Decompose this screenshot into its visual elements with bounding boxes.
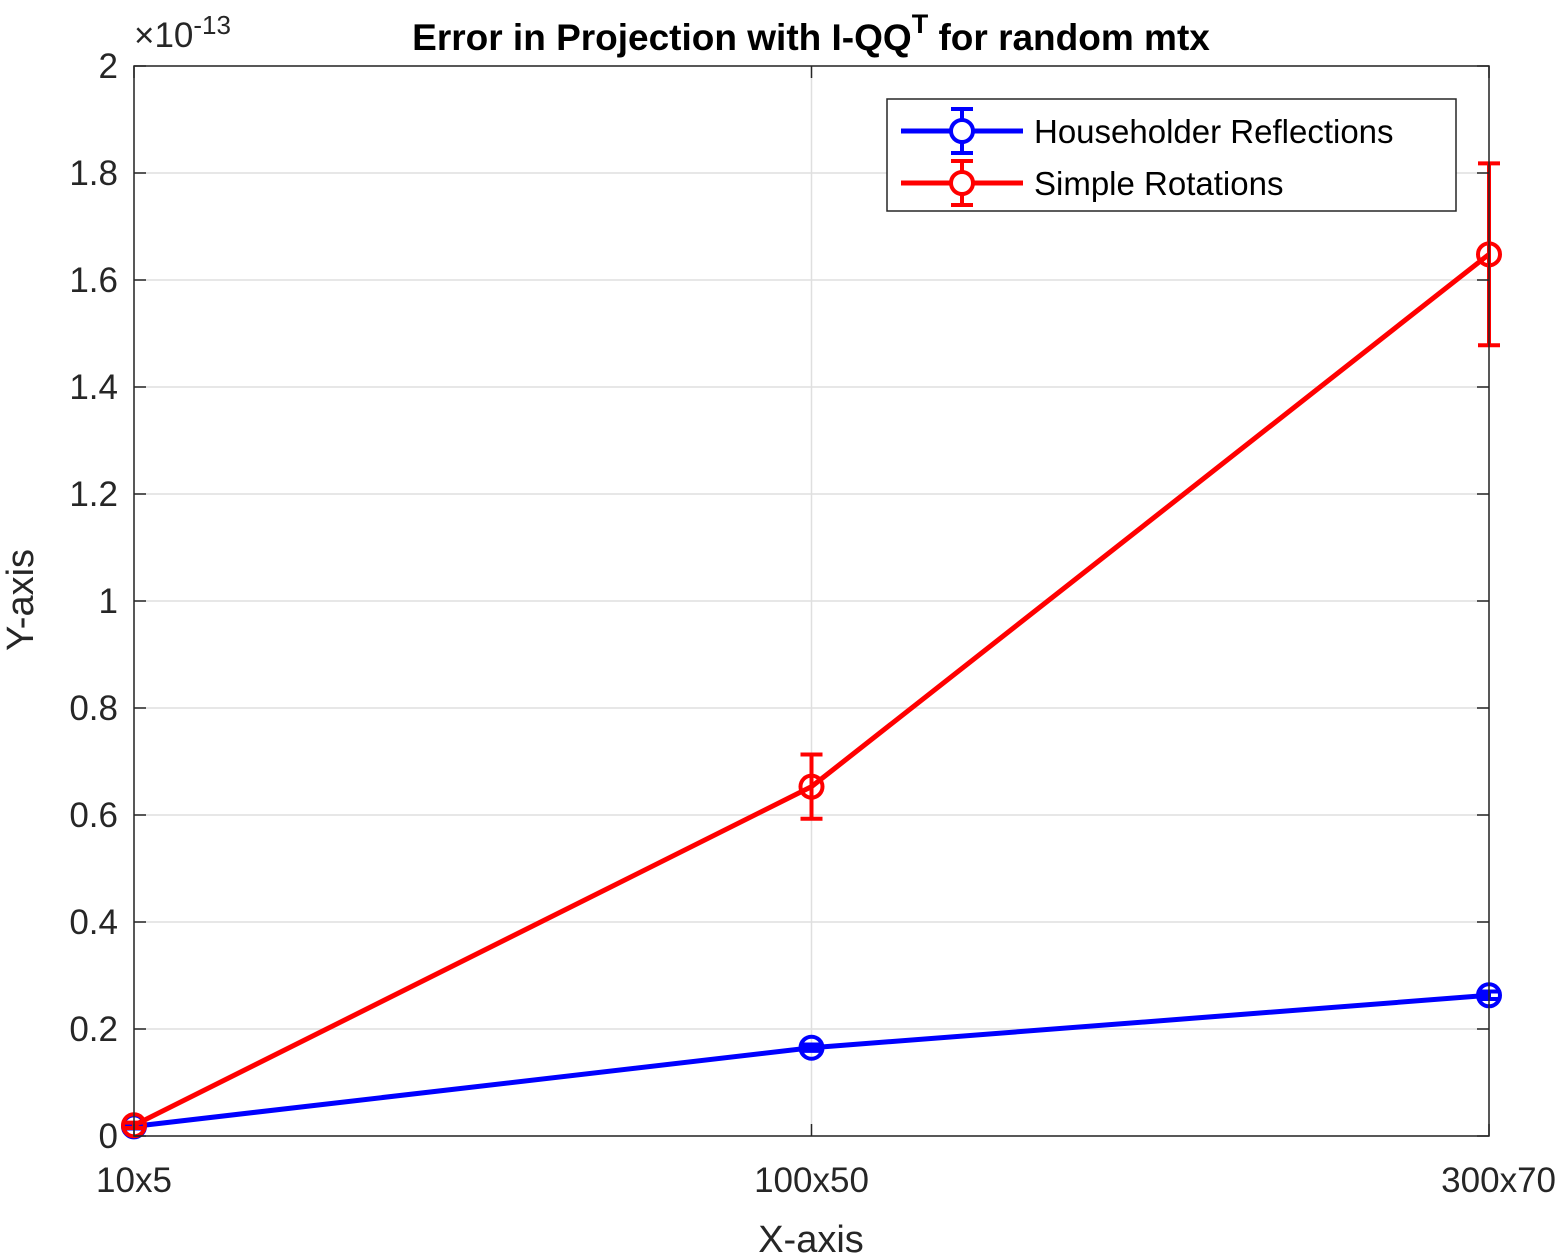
y-tick-label: 0.2 (69, 1010, 118, 1049)
y-axis-multiplier-exponent: -13 (193, 10, 231, 40)
y-axis-multiplier: ×10-13 (134, 10, 231, 55)
legend-label: Simple Rotations (1034, 165, 1283, 202)
chart-title-suffix: for random mtx (928, 17, 1210, 58)
legend: Householder Reflections Simple Rotations (886, 98, 1457, 212)
y-tick-label: 0.6 (69, 796, 118, 835)
ticks: 0 0.2 0.4 0.6 0.8 1 1.2 1.4 1.6 1.8 2 10x5 100x50 300… (69, 47, 1556, 1200)
legend-marker (949, 170, 975, 196)
data-point (798, 1034, 825, 1061)
x-tick-label: 300x70 (1441, 1161, 1556, 1200)
y-tick-label: 1.6 (69, 261, 118, 300)
y-tick-label: 0.8 (69, 689, 118, 728)
chart-title-main: Error in Projection with I-QQ (412, 17, 912, 58)
y-tick-label: 1 (99, 582, 118, 621)
legend-entry: Householder Reflections (901, 107, 1394, 155)
chart-title-superscript: T (912, 9, 929, 39)
y-axis-title: Y-axis (0, 549, 42, 651)
y-tick-label: 2 (99, 47, 118, 86)
legend-entry: Simple Rotations (901, 159, 1283, 207)
legend-marker (949, 118, 975, 144)
chart-title: Error in Projection with I-QQT for rando… (412, 9, 1210, 58)
y-tick-label: 1.8 (69, 154, 118, 193)
y-tick-label: 1.2 (69, 475, 118, 514)
y-tick-label: 0.4 (69, 903, 118, 942)
x-tick-label: 100x50 (754, 1161, 869, 1200)
y-tick-label: 0 (99, 1117, 118, 1156)
legend-label: Householder Reflections (1034, 113, 1394, 150)
y-tick-label: 1.4 (69, 368, 118, 407)
legend-box (886, 98, 1457, 212)
x-tick-label: 10x5 (96, 1161, 172, 1200)
y-axis-multiplier-base: ×10 (134, 16, 193, 55)
data-point (798, 773, 825, 800)
x-axis-title: X-axis (758, 1219, 864, 1259)
